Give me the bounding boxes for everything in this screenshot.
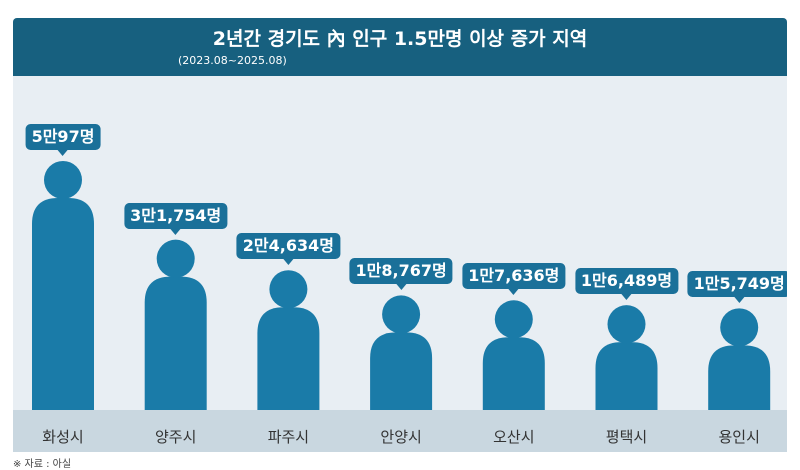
data-label: 2만4,634명 [236,233,340,266]
data-label: 1만5,749명 [687,271,787,304]
plot-area [32,160,771,410]
bar-body-3 [370,332,433,410]
data-label: 1만6,489명 [574,268,679,301]
data-label: 1만8,767명 [349,258,453,291]
bar-body-0 [32,197,94,410]
bar-head-3 [382,295,421,334]
category-band [13,410,787,452]
category-label: 오산시 [493,428,535,446]
bar-head-4 [494,300,533,339]
source-footnote: ※ 자료 : 아실 [13,459,72,470]
chart-header: 2년간 경기도 內 인구 1.5만명 이상 증가 지역 (2023.08~202… [13,18,787,76]
data-label: 5만97명 [25,123,101,156]
bar-body-2 [257,307,320,410]
bar-head-2 [269,270,308,309]
chart-title: 2년간 경기도 內 인구 1.5만명 이상 증가 지역 [212,28,588,50]
bar-head-0 [44,160,82,199]
category-label: 파주시 [267,428,310,446]
bar-body-5 [595,342,658,410]
bar-head-5 [607,305,646,344]
bar-body-4 [482,337,545,410]
category-label: 용인시 [718,428,760,446]
bar-head-6 [720,308,759,347]
chart-panel: 2년간 경기도 內 인구 1.5만명 이상 증가 지역 (2023.08~202… [13,18,787,452]
bar-head-1 [156,239,195,278]
category-label: 양주시 [154,428,197,446]
category-label: 화성시 [42,428,84,446]
data-label: 1만7,636명 [462,263,566,296]
bar-body-6 [708,345,771,410]
category-label: 평택시 [605,428,648,446]
chart-subtitle: (2023.08~2025.08) [178,54,287,67]
category-label: 안양시 [380,428,422,446]
bar-body-1 [144,276,207,410]
data-label: 3만1,754명 [124,202,228,235]
